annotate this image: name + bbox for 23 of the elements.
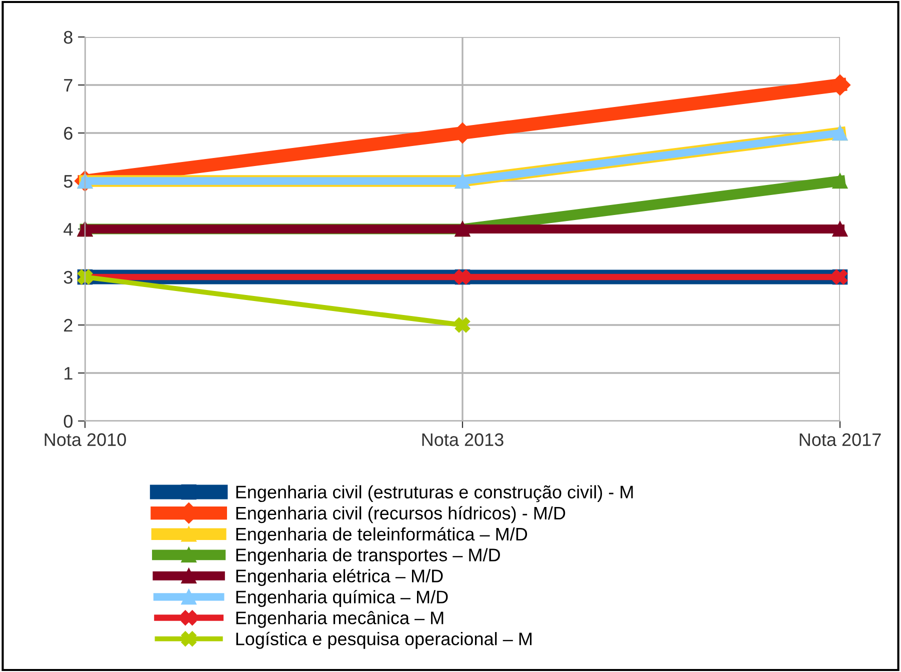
y-tick-label: 7 bbox=[64, 79, 72, 92]
y-tick-label: 0 bbox=[64, 414, 72, 428]
y-tick-label: 5 bbox=[64, 175, 72, 188]
x-tick-label: Nota 2017 bbox=[800, 433, 881, 446]
legend-label: Engenharia civil (estruturas e construção civil) - M bbox=[236, 485, 633, 502]
y-tick-label: 2 bbox=[64, 318, 72, 332]
legend-label: Engenharia elétrica – M/D bbox=[236, 568, 443, 586]
legend-label: Engenharia mecânica – M bbox=[236, 610, 444, 628]
legend-label: Logística e pesquisa operacional – M bbox=[236, 632, 532, 649]
legend-label: Engenharia civil (recursos hídricos) - M/D bbox=[236, 506, 566, 524]
legend-label: Engenharia de transportes – M/D bbox=[236, 548, 500, 565]
y-tick-label: 3 bbox=[64, 270, 72, 284]
legend-label: Engenharia química – M/D bbox=[236, 590, 448, 607]
legend-label: Engenharia de teleinformática – M/D bbox=[236, 527, 528, 544]
y-tick-label: 1 bbox=[64, 367, 72, 380]
x-tick-label: Nota 2013 bbox=[422, 433, 504, 446]
point bbox=[454, 317, 470, 333]
x-tick-label: Nota 2010 bbox=[44, 433, 126, 446]
point bbox=[832, 173, 848, 189]
y-tick-label: 4 bbox=[64, 223, 73, 236]
y-tick-label: 6 bbox=[64, 126, 72, 140]
point bbox=[832, 221, 848, 237]
y-tick-label: 8 bbox=[64, 30, 72, 44]
